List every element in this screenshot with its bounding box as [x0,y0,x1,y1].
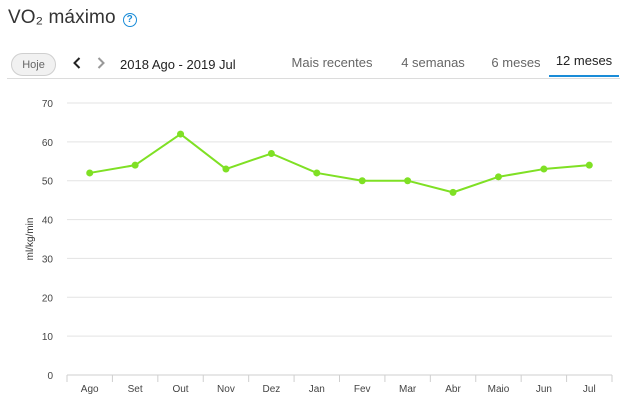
x-tick-label: Jan [309,384,325,395]
help-icon[interactable]: ? [122,12,137,27]
y-tick-label: 30 [42,254,54,265]
x-tick-label: Dez [262,384,280,395]
data-point [177,130,185,138]
y-tick-label: 20 [42,293,54,304]
series-line [89,133,590,194]
y-tick-label: 0 [47,371,53,382]
x-tick-label: Jun [536,384,552,395]
x-tick-label: Out [172,384,188,395]
data-point [585,161,593,169]
data-point [449,188,457,196]
toolbar-divider [7,78,620,79]
x-tick-label: Maio [488,384,510,395]
x-tick-label: Nov [217,384,235,395]
data-point [222,165,230,173]
data-point [358,177,366,185]
next-period-icon[interactable] [94,54,108,72]
period-tabs: Mais recentes 4 semanas 6 meses 12 meses [281,46,619,80]
data-point [267,150,275,158]
y-tick-label: 50 [42,177,54,188]
tab-latest[interactable]: Mais recentes [291,54,373,70]
x-tick-label: Mar [399,384,417,395]
previous-period-icon[interactable] [70,54,84,72]
data-point [540,165,548,173]
x-tick-label: Set [128,384,143,395]
tab-4-weeks[interactable]: 4 semanas [401,54,465,70]
data-point [313,169,321,177]
x-tick-label: Ago [81,384,99,395]
title-row: VO₂ máximo ? [8,4,137,32]
data-point [131,161,139,169]
toolbar: Hoje 2018 Ago - 2019 Jul Mais recentes 4… [0,46,640,80]
data-point [86,169,94,177]
x-tick-label: Jul [583,384,596,395]
y-tick-label: 70 [42,99,54,110]
y-tick-label: 60 [42,138,54,149]
y-tick-label: 10 [42,332,54,343]
y-tick-label: 40 [42,216,54,227]
vo2max-line-chart: 0 10 20 30 40 50 60 70 Ago Set Out Nov Dez Jan Fev Mar A… [25,99,613,395]
today-button[interactable]: Hoje [11,53,56,76]
x-tick-label: Abr [445,384,461,395]
y-axis-label: ml/kg/min [25,218,36,261]
tab-6-months[interactable]: 6 meses [491,54,541,70]
x-tick-label: Fev [354,384,371,395]
tab-12-months[interactable]: 12 meses [549,46,619,77]
page-title: VO₂ máximo [8,7,116,28]
data-point [404,177,412,185]
date-range-label: 2018 Ago - 2019 Jul [120,57,236,72]
data-point [494,173,502,181]
